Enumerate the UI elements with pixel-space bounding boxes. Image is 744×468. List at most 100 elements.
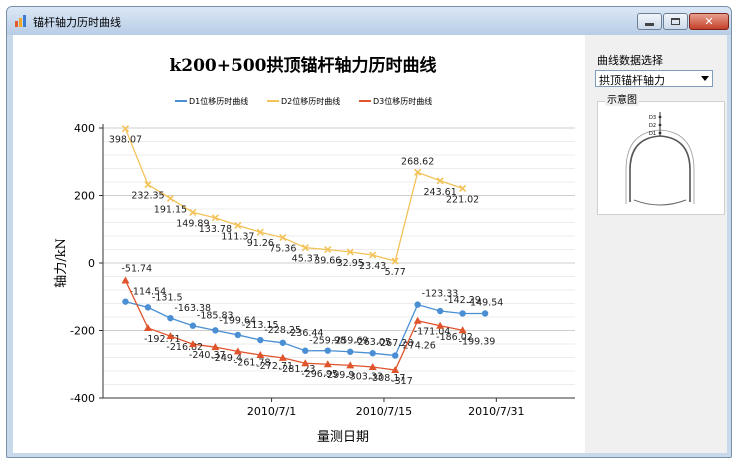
data-point (459, 310, 466, 317)
data-point (122, 298, 129, 305)
data-label: -51.74 (121, 263, 152, 274)
curve-select-value: 拱顶锚杆轴力 (599, 74, 665, 87)
maximize-button[interactable] (663, 13, 688, 30)
chevron-down-icon (701, 76, 709, 81)
data-label: -267.28 (377, 338, 414, 349)
chart-app-icon (15, 15, 26, 27)
title-bar[interactable]: 锚杆轴力历时曲线 ✕ (7, 7, 731, 35)
curve-select-dropdown[interactable]: 拱顶锚杆轴力 (595, 70, 713, 87)
x-tick-label: 2010/7/1 (247, 405, 296, 418)
data-label: -142.29 (444, 295, 481, 306)
data-label: -163.38 (174, 303, 211, 314)
data-label: -149.54 (467, 297, 504, 308)
data-point (459, 184, 467, 192)
data-label: 232.35 (131, 191, 164, 202)
data-label: 91.26 (247, 238, 274, 249)
chart-title: k200+500拱顶锚杆轴力历时曲线 (170, 55, 437, 76)
data-point (369, 350, 376, 357)
data-point (436, 307, 444, 315)
data-label: 39.66 (314, 256, 341, 267)
data-point (257, 336, 264, 344)
data-point (369, 251, 377, 259)
diagram-title: 示意图 (605, 91, 639, 106)
minimize-button[interactable] (637, 13, 662, 30)
data-label: -228.25 (264, 325, 301, 336)
client-area: -400 -200 0 200 400 2010/7/1 2010/7/15 2010/7/3… (13, 35, 727, 453)
data-point (234, 221, 242, 229)
close-button[interactable]: ✕ (689, 13, 729, 30)
app-window: 锚杆轴力历时曲线 ✕ -400 -200 0 200 400 2010/7/1 2010/7… (6, 6, 732, 458)
data-label: -299.9 (324, 370, 355, 381)
data-label: 133.78 (199, 224, 232, 235)
data-point (189, 322, 197, 329)
data-label: 111.37 (221, 231, 254, 242)
data-point (279, 234, 287, 242)
data-label: -114.54 (129, 287, 166, 298)
data-label: -192.71 (144, 334, 181, 345)
data-point (458, 326, 467, 334)
data-label: -259.69 (332, 336, 369, 347)
data-point (301, 359, 310, 367)
data-label: -216.82 (166, 342, 203, 353)
data-point (234, 331, 242, 339)
data-label: 191.15 (154, 204, 187, 215)
data-point (324, 246, 332, 254)
data-point (256, 351, 265, 359)
data-point (121, 276, 130, 284)
data-label: -261.78 (234, 357, 271, 368)
close-icon: ✕ (704, 15, 714, 28)
data-point (302, 347, 309, 354)
x-tick-label: 2010/7/15 (356, 405, 412, 418)
data-point (144, 304, 152, 311)
y-tick-label: 0 (88, 257, 95, 270)
diagram-label-d2: D2 (649, 123, 656, 129)
data-label: 32.95 (337, 258, 364, 269)
data-point (212, 327, 219, 334)
data-point (347, 348, 354, 355)
data-label: -274.26 (399, 341, 436, 352)
data-label: -123.33 (422, 289, 459, 300)
data-label: -199.64 (219, 315, 256, 326)
data-point (323, 360, 332, 368)
data-label: 149.89 (176, 218, 209, 229)
legend-entry: D3位移历时曲线 (373, 96, 432, 106)
diagram-label-d3: D3 (649, 115, 656, 121)
diagram-label-d1: D1 (649, 131, 656, 137)
x-axis-label: 量测日期 (317, 430, 369, 445)
diagram-group: D3 D2 D1 示意图 (595, 91, 725, 215)
data-label: -185.83 (197, 311, 234, 322)
data-label: 75.36 (269, 244, 296, 255)
data-point (436, 321, 445, 329)
x-tick-label: 2010/7/31 (468, 405, 524, 418)
data-point (391, 352, 399, 359)
data-point (414, 168, 422, 176)
window-title: 锚杆轴力历时曲线 (33, 16, 121, 29)
data-label: -308.17 (369, 373, 406, 384)
data-point (301, 244, 309, 252)
data-label: -296.95 (301, 369, 338, 380)
data-label: -186.02 (436, 332, 473, 343)
data-label: -272.71 (256, 361, 293, 372)
data-label: -131.5 (152, 292, 183, 303)
data-point (413, 316, 422, 324)
data-label: -263.05 (354, 337, 391, 348)
series-line (124, 128, 463, 262)
data-point (346, 248, 354, 256)
data-point (391, 257, 399, 265)
minimize-icon (645, 22, 654, 26)
data-label: -213.15 (242, 320, 279, 331)
data-point (166, 194, 174, 203)
data-point (279, 339, 287, 346)
y-tick-label: -200 (70, 325, 95, 338)
chart-panel: -400 -200 0 200 400 2010/7/1 2010/7/15 2010/7/3… (13, 35, 585, 453)
curve-select-label: 曲线数据选择 (597, 54, 663, 67)
data-point (436, 177, 444, 185)
data-point (188, 340, 197, 348)
data-label: 45.37 (292, 254, 319, 265)
data-label: -249.4 (211, 353, 242, 364)
data-label: 23.43 (359, 261, 386, 272)
data-point (143, 324, 152, 332)
data-point (211, 214, 219, 222)
data-point (278, 353, 287, 361)
data-point (166, 332, 175, 340)
